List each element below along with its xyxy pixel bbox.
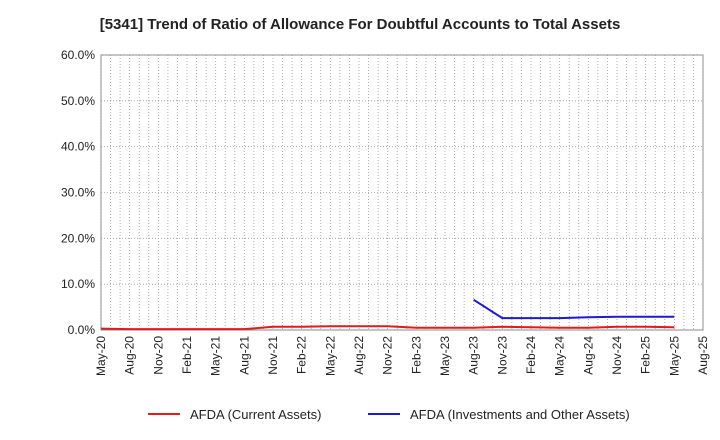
x-tick-label: May-21 [209, 336, 223, 376]
x-tick-label: Feb-24 [524, 336, 538, 374]
x-tick-label: May-25 [667, 336, 681, 376]
y-tick-label: 20.0% [61, 231, 95, 245]
x-tick-label: May-24 [553, 336, 567, 376]
x-tick-label: Aug-21 [237, 336, 251, 375]
x-tick-label: Feb-21 [180, 336, 194, 374]
legend-label-1: AFDA (Current Assets) [190, 407, 321, 422]
x-tick-label: May-23 [438, 336, 452, 376]
x-tick-label: May-20 [94, 336, 108, 376]
y-tick-label: 50.0% [61, 94, 95, 108]
x-tick-label: Nov-23 [495, 336, 509, 375]
x-tick-label: Nov-22 [381, 336, 395, 375]
x-tick-label: Aug-25 [696, 336, 710, 375]
legend-label-2: AFDA (Investments and Other Assets) [410, 407, 630, 422]
series-line-2 [473, 298, 675, 320]
x-tick-label: Feb-22 [295, 336, 309, 374]
x-tick-label: Aug-22 [352, 336, 366, 375]
y-tick-label: 30.0% [61, 186, 95, 200]
chart-title: [5341] Trend of Ratio of Allowance For D… [99, 16, 621, 33]
y-tick-label: 40.0% [61, 140, 95, 154]
y-tick-label: 60.0% [61, 48, 95, 62]
y-tick-label: 10.0% [61, 277, 95, 291]
x-tick-label: Aug-23 [467, 336, 481, 375]
x-tick-label: Nov-21 [266, 336, 280, 375]
x-tick-label: Nov-24 [610, 336, 624, 375]
x-tick-label: Feb-25 [639, 336, 653, 374]
x-tick-label: Feb-23 [409, 336, 423, 374]
x-tick-label: Nov-20 [151, 336, 165, 375]
y-tick-label: 0.0% [68, 323, 96, 337]
x-tick-label: May-22 [323, 336, 337, 376]
series-line-1 [100, 325, 675, 331]
x-tick-label: Aug-24 [581, 336, 595, 375]
x-tick-label: Aug-20 [123, 336, 137, 375]
